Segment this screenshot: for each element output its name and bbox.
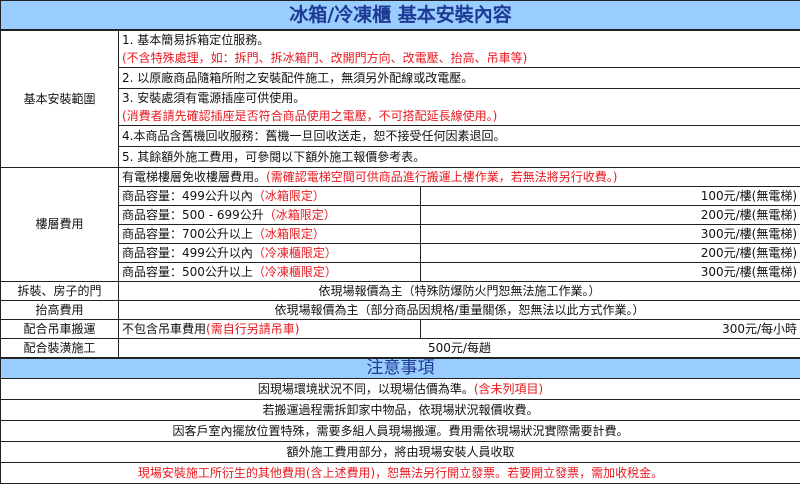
crane-text: 不包含吊車費用(需自行另請吊車) [119,319,421,338]
floor-row: 商品容量：500公升以上（冷凍櫃限定） 300元/樓(無電梯) [1,262,800,281]
notes-title: 注意事項 [1,358,800,379]
door-text: 依現場報價為主（特殊防爆防火門恕無法施工作業。） [119,281,800,300]
price: 100元/樓(無電梯) [421,186,800,205]
item-note: (不含特殊處理，如：拆門、拆冰箱門、改開門方向、改電壓、抬高、吊車等) [122,49,797,67]
raise-label: 抬高費用 [1,300,119,319]
page-title: 冰箱/冷凍櫃 基本安裝內容 [1,1,800,30]
note-item: 因客戶室內擺放位置特殊，需要多組人員現場搬運。費用需依現場狀況實際需要計費。 [1,421,800,442]
item-text: 3. 安裝處須有電源插座可供使用。 [122,89,797,107]
intro-note: (需確認電梯空間可供商品進行搬運上樓作業，若無法將另行收費。) [266,170,617,184]
note-item: 額外施工費用部分，將由現場安裝人員收取 [1,442,800,463]
limit: （冰箱限定） [253,189,325,203]
crane-label: 配合吊車搬運 [1,319,119,338]
basic-scope-label: 基本安裝範圍 [1,30,119,168]
floor-intro: 有電梯樓層免收樓層費用。(需確認電梯空間可供商品進行搬運上樓作業，若無法將另行收… [119,167,800,186]
capacity: 商品容量：499公升以內 [122,246,253,260]
price: 300元/樓(無電梯) [421,262,800,281]
floor-row: 商品容量：500 - 699公升（冰箱限定） 200元/樓(無電梯) [1,205,800,224]
basic-item-5: 5. 其餘額外施工費用，可參閱以下額外施工報價參考表。 [119,146,800,167]
basic-item-4: 4.本商品含舊機回收服務：舊機一旦回收送走，恕不接受任何因素退回。 [119,125,800,146]
price: 300元/樓(無電梯) [421,224,800,243]
floor-row: 商品容量：700公升以上（冰箱限定） 300元/樓(無電梯) [1,224,800,243]
limit: （冰箱限定） [253,227,325,241]
capacity: 商品容量：499公升以內 [122,189,253,203]
note-item: 因現場環境狀況不同，以現場估價為準。(含未列項目) [1,379,800,400]
basic-item-1: 1. 基本簡易拆箱定位服務。(不含特殊處理，如：拆門、拆冰箱門、改開門方向、改電… [119,30,800,68]
limit: （冷凍櫃限定） [253,265,337,279]
limit: （冷凍櫃限定） [253,246,337,260]
capacity: 商品容量：500 - 699公升 [122,208,264,222]
basic-item-3: 3. 安裝處須有電源插座可供使用。(消費者請先確認插座是否符合商品使用之電壓，不… [119,88,800,125]
capacity: 商品容量：500公升以上 [122,265,253,279]
capacity: 商品容量：700公升以上 [122,227,253,241]
renovation-label: 配合裝潢施工 [1,338,119,358]
price: 200元/樓(無電梯) [421,243,800,262]
item-text: 1. 基本簡易拆箱定位服務。 [122,31,797,49]
floor-row: 商品容量：499公升以內（冷凍櫃限定） 200元/樓(無電梯) [1,243,800,262]
limit: （冰箱限定） [264,208,336,222]
note-text: 因現場環境狀況不同，以現場估價為準。 [258,382,474,396]
crane-note: (需自行另請吊車) [206,322,299,336]
crane-desc: 不包含吊車費用 [122,322,206,336]
note-item: 現場安裝施工所衍生的其他費用(含上述費用)，恕無法另行開立發票。若要開立發票，需… [1,463,800,484]
note-item: 若搬運過程需拆卸家中物品，依現場狀況報價收費。 [1,400,800,421]
raise-text: 依現場報價為主（部分商品因規格/重量關係，恕無法以此方式作業。） [119,300,800,319]
price: 200元/樓(無電梯) [421,205,800,224]
renovation-price: 500元/每趟 [119,338,800,358]
basic-item-2: 2. 以原廠商品隨箱所附之安裝配件施工，無須另外配線或改電壓。 [119,67,800,88]
crane-price: 300元/每小時 [421,319,800,338]
floor-row: 商品容量：499公升以內（冰箱限定） 100元/樓(無電梯) [1,186,800,205]
item-note: (消費者請先確認插座是否符合商品使用之電壓，不可搭配延長線使用。) [122,107,797,125]
door-label: 拆裝、房子的門 [1,281,119,300]
floor-fee-label: 樓層費用 [1,167,119,281]
note-red: (含未列項目) [474,382,543,396]
intro-text: 有電梯樓層免收樓層費用。 [122,170,266,184]
